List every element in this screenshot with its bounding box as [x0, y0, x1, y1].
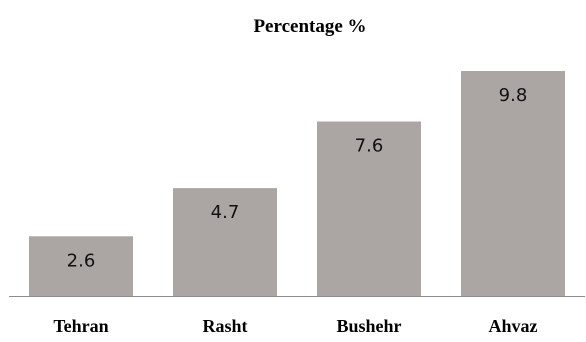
x-tick-label-ahvaz: Ahvaz [489, 316, 538, 336]
x-tick-label-bushehr: Bushehr [336, 316, 401, 336]
data-label-rasht: 4.7 [211, 202, 240, 223]
bar-tehran [29, 236, 133, 296]
x-tick-labels-group: Tehran Rasht Bushehr Ahvaz [53, 316, 537, 336]
bar-bushehr [317, 121, 421, 296]
chart-title: Percentage % [253, 16, 366, 37]
bar-ahvaz [461, 71, 565, 296]
x-tick-label-tehran: Tehran [53, 316, 108, 336]
data-label-bushehr: 7.6 [355, 136, 384, 157]
data-labels-group: 2.6 4.7 7.6 9.8 [67, 85, 528, 271]
data-label-ahvaz: 9.8 [499, 85, 528, 106]
bar-rasht [173, 188, 277, 296]
data-label-tehran: 2.6 [67, 250, 96, 271]
bars-group [29, 71, 565, 296]
x-tick-label-rasht: Rasht [202, 316, 247, 336]
